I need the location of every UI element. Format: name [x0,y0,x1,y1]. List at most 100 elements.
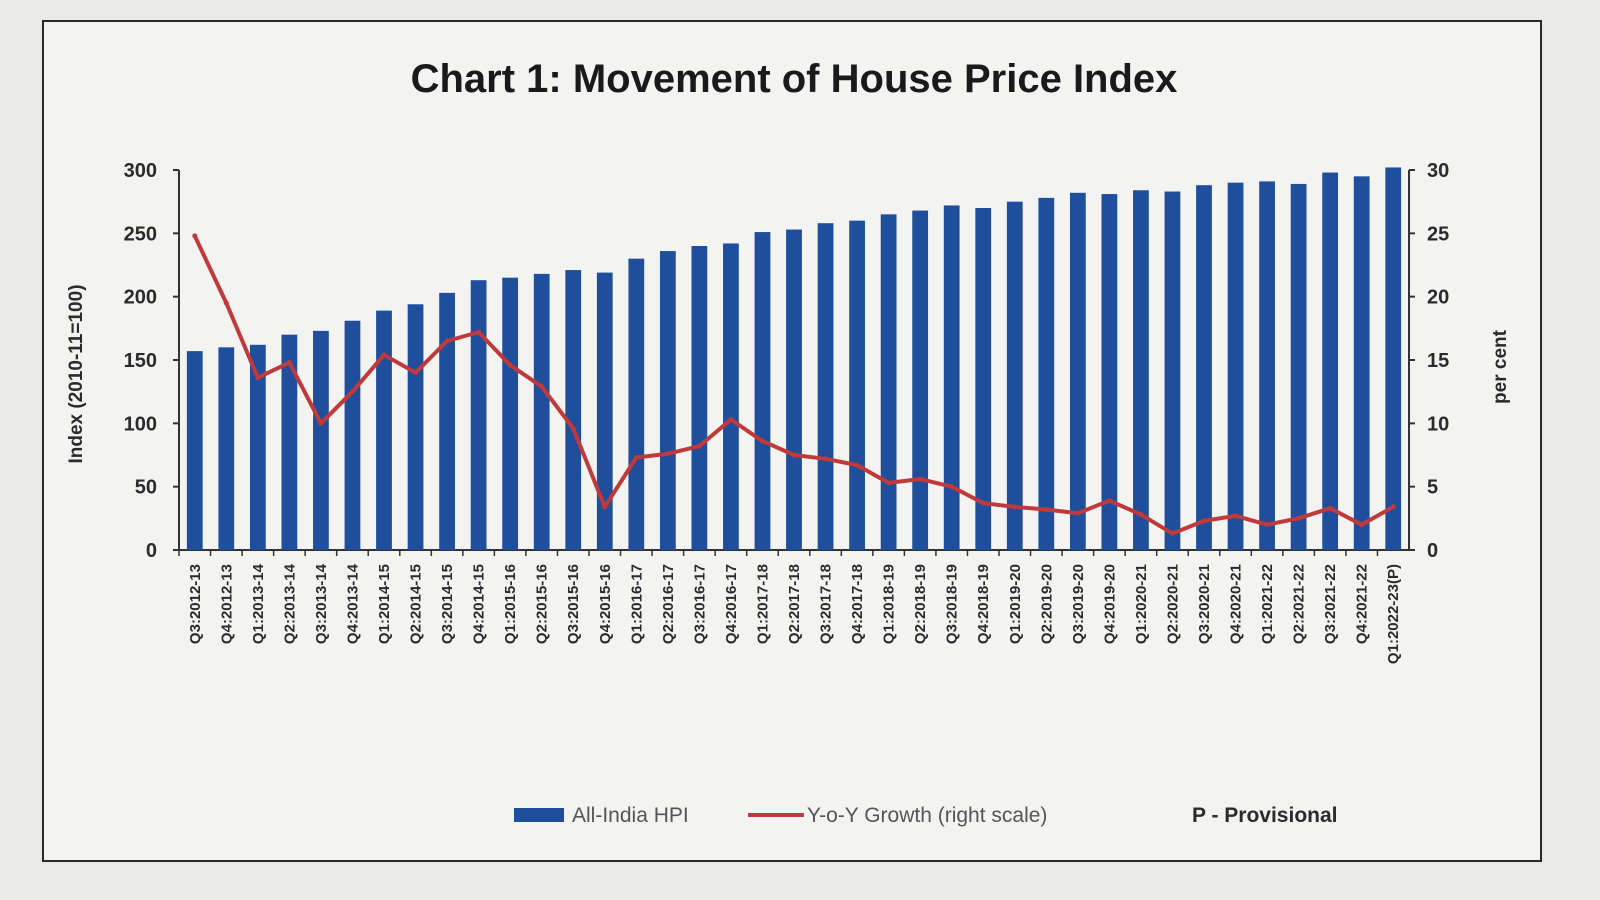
growth-point [602,504,608,510]
growth-point [507,362,513,368]
growth-point [1169,531,1175,537]
growth-point [1390,504,1396,510]
growth-point [1138,512,1144,518]
hpi-bar [880,214,897,551]
hpi-bar [502,277,519,550]
x-axis-tick-label: Q3:2013-14 [313,563,330,644]
x-axis-tick-label: Q4:2020-21 [1228,564,1245,644]
x-axis-tick-label: Q3:2017-18 [818,564,835,644]
growth-point [255,375,261,381]
x-axis-tick-label: Q1:2022-23(P) [1385,564,1402,664]
legend: All-India HPI Y-o-Y Growth (right scale)… [514,804,1338,827]
hpi-bar [754,232,771,551]
right-axis-tick-label: 10 [1427,413,1449,435]
left-axis-tick-label: 200 [124,287,157,309]
x-axis-tick-label: Q4:2013-14 [344,563,361,644]
growth-point [1264,522,1270,528]
legend-provisional-note: P - Provisional [1192,804,1338,827]
growth-point [286,360,292,366]
growth-point [886,480,892,486]
x-axis: Q3:2012-13 Q4:2012-13 Q1:2013-14 Q2:2013-14… [178,549,1409,664]
hpi-bar [407,304,424,550]
hpi-bar [1069,192,1086,551]
right-axis-tick-label: 5 [1427,477,1438,499]
x-axis-tick-label: Q2:2017-18 [786,564,803,644]
right-axis-tick-label: 15 [1427,350,1449,372]
hpi-bar [565,270,582,550]
hpi-bar [786,229,802,551]
x-axis-tick-label: Q4:2016-17 [723,564,740,644]
right-axis-tick-label: 0 [1427,540,1438,562]
growth-point [223,300,229,306]
x-axis-tick-label: Q4:2021-22 [1354,564,1371,644]
x-axis-tick-label: Q4:2012-13 [218,564,235,644]
growth-point [633,455,639,461]
x-axis-tick-label: Q4:2018-19 [975,564,992,644]
right-y-axis: 0 5 10 15 20 25 30 [1408,160,1449,562]
growth-point [318,420,324,426]
hpi-bar [1259,181,1275,550]
growth-point [1106,498,1112,504]
hpi-bar [1038,197,1055,550]
hpi-bar [628,258,645,550]
x-axis-tick-label: Q3:2018-19 [944,564,961,644]
x-axis-tick-label: Q2:2014-15 [408,564,425,644]
hpi-bar [943,205,960,550]
x-axis-tick-label: Q2:2020-21 [1164,564,1181,644]
growth-point [1012,504,1018,510]
hpi-bar [596,272,613,550]
hpi-bar [1290,183,1307,550]
right-axis-tick-label: 30 [1427,160,1449,182]
growth-point [980,500,986,506]
x-axis-tick-label: Q1:2019-20 [1007,564,1024,644]
growth-point [1296,515,1302,521]
x-axis-tick-label: Q2:2021-22 [1291,564,1308,644]
hpi-bar [1196,185,1212,550]
right-axis-tick-label: 25 [1427,223,1449,245]
x-axis-tick-label: Q1:2015-16 [502,564,519,644]
x-axis-tick-label: Q3:2014-15 [439,564,456,644]
growth-point [444,338,450,344]
growth-point [854,462,860,468]
growth-point [1359,522,1365,528]
x-axis-tick-label: Q2:2019-20 [1038,564,1055,644]
hpi-bar [817,223,834,550]
hpi-bar [691,246,708,550]
left-axis-title: Index (2010-11=100) [66,284,87,463]
x-axis-tick-label: Q1:2017-18 [754,564,771,644]
chart-frame: Chart 1: Movement of House Price Index 0… [42,20,1542,862]
growth-point [1327,505,1333,511]
hpi-bar [849,220,865,550]
growth-point [728,417,734,423]
hpi-bar [723,243,739,550]
hpi-bar [1322,172,1339,551]
hpi-bar [186,351,203,550]
left-axis-tick-label: 100 [124,413,157,435]
x-axis-tick-label: Q1:2020-21 [1133,564,1150,644]
right-axis-tick-label: 20 [1427,287,1449,309]
x-axis-tick-label: Q2:2018-19 [912,564,929,644]
growth-point [570,425,576,431]
x-axis-tick-label: Q4:2015-16 [597,564,614,644]
x-axis-tick-label: Q2:2013-14 [281,563,298,644]
growth-point [413,370,419,376]
growth-point [192,233,198,239]
left-axis-tick-label: 150 [124,350,157,372]
growth-point [539,384,545,390]
hpi-bar [439,292,455,550]
left-axis-tick-label: 50 [135,477,157,499]
chart-title: Chart 1: Movement of House Price Index [411,57,1178,101]
growth-point [349,389,355,395]
hpi-bar [249,344,266,550]
growth-point [1043,506,1049,512]
hpi-bar [376,310,392,550]
hpi-bar [1353,176,1370,551]
left-axis-tick-label: 250 [124,223,157,245]
x-axis-tick-label: Q4:2014-15 [471,564,488,644]
x-axis-tick-label: Q4:2017-18 [849,564,866,644]
x-axis-tick-label: Q1:2014-15 [376,564,393,644]
growth-point [949,484,955,490]
x-axis-tick-label: Q1:2021-22 [1259,564,1276,644]
x-axis-tick-label: Q2:2016-17 [660,564,677,644]
x-axis-tick-label: Q3:2020-21 [1196,564,1213,644]
